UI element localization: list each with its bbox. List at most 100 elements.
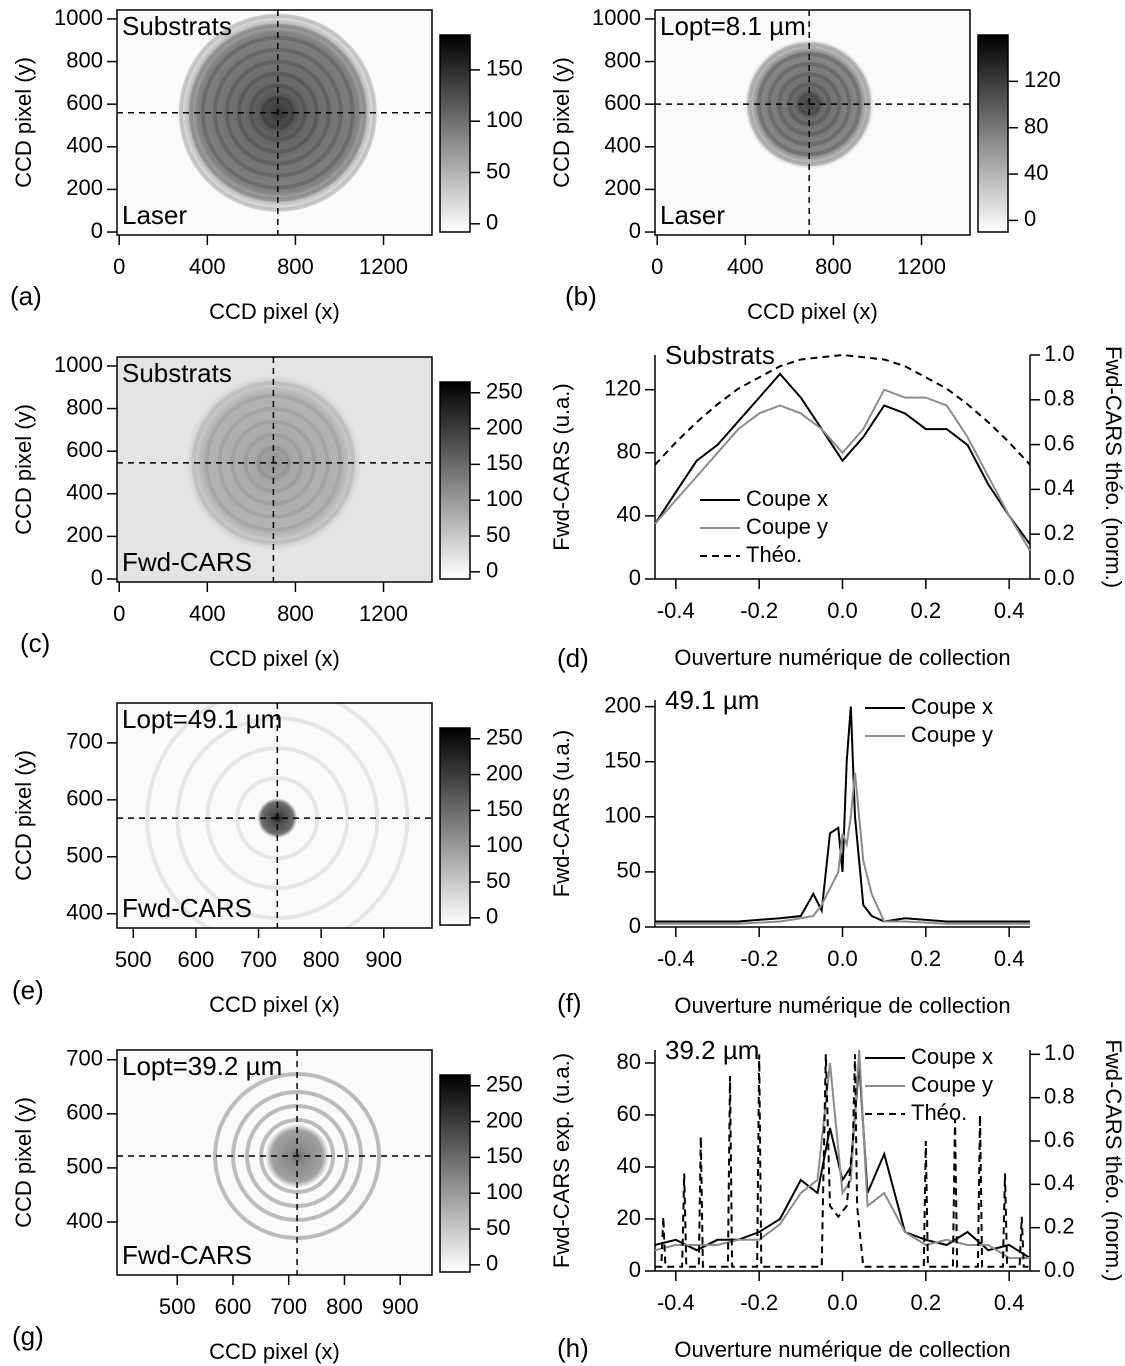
annotation: Lopt=49.1 µm [122, 704, 282, 734]
colorbar-tick-label: 200 [486, 760, 523, 785]
x-tick-label: 600 [178, 947, 215, 972]
colorbar-tick-label: 100 [486, 486, 523, 511]
y-tick-label: 0 [91, 218, 103, 243]
y-tick-label: 1000 [592, 5, 641, 30]
y-tick-label: 200 [604, 692, 641, 717]
legend-label: Théo. [746, 542, 802, 567]
y-tick-label: 200 [604, 175, 641, 200]
x-tick-label: -0.4 [657, 598, 695, 623]
x-tick-label: 1200 [359, 601, 408, 626]
x-tick-label: 0 [113, 254, 125, 279]
plot-frame [116, 356, 433, 583]
x-axis-label: CCD pixel (x) [209, 1339, 340, 1364]
plot-frame [654, 9, 971, 236]
y-tick-label: 600 [604, 90, 641, 115]
colorbar-tick-label: 50 [486, 522, 510, 547]
y-tick-label: 50 [617, 858, 641, 883]
colorbar-tick-label: 150 [486, 56, 523, 81]
annotation: Substrats [122, 358, 232, 388]
y2-tick-label: 0.6 [1044, 1127, 1075, 1152]
y-tick-label: 700 [66, 729, 103, 754]
annotation: Laser [660, 200, 725, 230]
legend-label: Coupe x [746, 486, 828, 511]
x-tick-label: 0.0 [827, 598, 858, 623]
x-tick-label: 900 [382, 1294, 419, 1319]
y-tick-label: 0 [629, 218, 641, 243]
series-line [655, 706, 1030, 923]
y2-tick-label: 0.6 [1044, 430, 1075, 455]
x-axis-label: Ouverture numérique de collection [674, 645, 1010, 670]
x-tick-label: -0.4 [657, 1290, 695, 1315]
colorbar [977, 34, 1009, 233]
legend-label: Coupe x [911, 694, 993, 719]
series-line [654, 353, 1031, 466]
legend-label: Coupe y [911, 722, 993, 747]
annotation: Lopt=39.2 µm [122, 1051, 282, 1081]
y-tick-label: 120 [604, 376, 641, 401]
y2-tick-label: 0.2 [1044, 520, 1075, 545]
panel-label: (e) [12, 975, 44, 1005]
y-tick-label: 400 [66, 900, 103, 925]
y-tick-label: 20 [617, 1205, 641, 1230]
y2-tick-label: 1.0 [1044, 341, 1075, 366]
y-tick-label: 600 [66, 786, 103, 811]
y-tick-label: 0 [629, 1257, 641, 1282]
y-tick-label: 400 [604, 133, 641, 158]
legend-label: Coupe y [746, 514, 828, 539]
y-tick-label: 800 [604, 47, 641, 72]
x-tick-label: -0.2 [740, 1290, 778, 1315]
x-tick-label: 400 [189, 254, 226, 279]
y-tick-label: 0 [629, 565, 641, 590]
x-axis-label: CCD pixel (x) [747, 299, 878, 324]
y2-tick-label: 0.2 [1044, 1213, 1075, 1238]
y-tick-label: 1000 [54, 5, 103, 30]
x-tick-label: -0.2 [740, 946, 778, 971]
y2-tick-label: 0.8 [1044, 386, 1075, 411]
y-tick-label: 700 [66, 1046, 103, 1071]
x-tick-label: 0.4 [994, 946, 1025, 971]
x-axis-label: CCD pixel (x) [209, 299, 340, 324]
y-tick-label: 40 [617, 1153, 641, 1178]
colorbar-tick-label: 100 [486, 1179, 523, 1204]
annotation: 49.1 µm [665, 685, 759, 715]
panel-label: (c) [20, 628, 50, 658]
x-tick-label: 500 [115, 947, 152, 972]
y-tick-label: 0 [91, 565, 103, 590]
y-axis-label: CCD pixel (y) [11, 750, 36, 881]
y-axis-label: CCD pixel (y) [549, 57, 574, 188]
series-line [655, 772, 1030, 925]
x-axis-label: CCD pixel (x) [209, 992, 340, 1017]
y-tick-label: 400 [66, 480, 103, 505]
x-tick-label: 400 [189, 601, 226, 626]
colorbar-tick-label: 150 [486, 1143, 523, 1168]
series-line [655, 1054, 1030, 1268]
x-tick-label: 700 [240, 947, 277, 972]
colorbar-tick-label: 50 [486, 158, 510, 183]
colorbar [439, 1074, 471, 1273]
colorbar-tick-label: 200 [486, 1107, 523, 1132]
y-tick-label: 500 [66, 843, 103, 868]
y-tick-label: 600 [66, 90, 103, 115]
y2-axis-label: Fwd-CARS théo. (norm.) [1101, 1039, 1125, 1281]
y-tick-label: 60 [617, 1101, 641, 1126]
colorbar-tick-label: 100 [486, 832, 523, 857]
y-tick-label: 400 [66, 133, 103, 158]
annotation: Fwd-CARS [122, 547, 252, 577]
annotation: 39.2 µm [665, 1035, 759, 1065]
annotation: Fwd-CARS [122, 1240, 252, 1270]
series-line [654, 388, 1031, 552]
x-tick-label: -0.2 [740, 598, 778, 623]
y-tick-label: 200 [66, 522, 103, 547]
colorbar [439, 727, 471, 926]
colorbar-tick-label: 0 [486, 210, 498, 235]
x-tick-label: 1200 [359, 254, 408, 279]
y-tick-label: 150 [604, 748, 641, 773]
x-tick-label: 900 [365, 947, 402, 972]
annotation: Laser [122, 200, 187, 230]
y-tick-label: 800 [66, 47, 103, 72]
x-tick-label: 0.4 [994, 598, 1025, 623]
y-tick-label: 200 [66, 175, 103, 200]
colorbar-tick-label: 0 [1024, 206, 1036, 231]
legend-label: Théo. [911, 1100, 967, 1125]
x-tick-label: 800 [303, 947, 340, 972]
